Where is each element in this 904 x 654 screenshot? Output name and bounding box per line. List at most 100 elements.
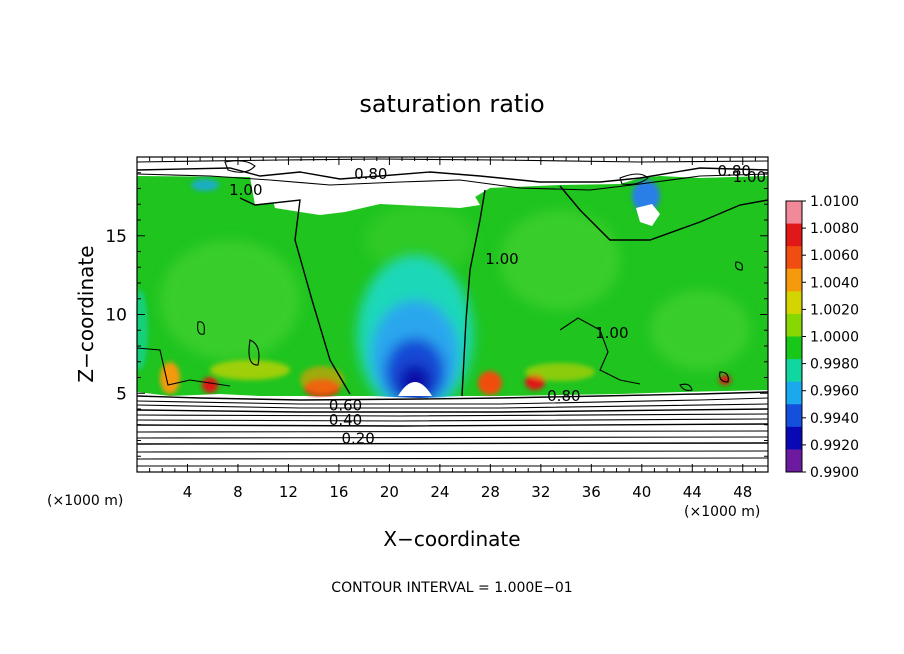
hot-spot-3: [478, 371, 502, 395]
contour-line: [137, 442, 768, 445]
contour-line: [559, 317, 641, 385]
x-tick-label: 4: [183, 483, 193, 501]
x-tick-label: 36: [582, 483, 601, 501]
shade-light-4: [365, 205, 475, 275]
blue-top-right: [632, 180, 660, 212]
colorbar-label: 0.9940: [810, 411, 859, 427]
shade-light-1: [160, 240, 300, 360]
x-tick-label: 44: [683, 483, 702, 501]
contour-line: [137, 430, 768, 433]
contour-label: 1.00: [595, 324, 628, 342]
colorbar-label: 1.0020: [810, 302, 859, 318]
contour-line: [137, 391, 768, 401]
colorbar-label: 1.0000: [810, 330, 859, 346]
top-white-band: [270, 186, 480, 215]
contour-line: [137, 167, 768, 183]
contour-line: [137, 347, 231, 387]
contour-line: [197, 321, 205, 335]
colorbar-label: 1.0100: [810, 194, 859, 210]
contour-line: [137, 450, 768, 453]
contour-line: [137, 436, 768, 439]
colorbar-swatch: [786, 313, 802, 337]
x-axis-label: X−coordinate: [383, 527, 520, 551]
y-tick-label: 10: [105, 306, 127, 326]
colorbar-label: 1.0080: [810, 221, 859, 237]
x-tick-label: 16: [329, 483, 348, 501]
contour-label: 1.00: [485, 250, 518, 268]
contour-line: [248, 339, 260, 366]
colorbar-swatch: [786, 426, 802, 450]
colorbar-label: 0.9900: [810, 465, 859, 481]
x-unit-left: (×1000 m): [47, 493, 123, 509]
colorbar-swatch: [786, 449, 802, 473]
colorbar-label: 1.0060: [810, 248, 859, 264]
x-tick-label: 20: [380, 483, 399, 501]
contour-line: [137, 413, 768, 417]
x-tick-label: 12: [279, 483, 298, 501]
contour-line: [137, 173, 768, 191]
contour-line: [137, 408, 768, 413]
contour-line: [137, 403, 768, 409]
colorbar-swatch: [786, 268, 802, 292]
contour-line: [137, 418, 768, 422]
x-tick-label: 48: [733, 483, 752, 501]
contour-line: [137, 397, 768, 405]
contour-line: [679, 383, 693, 391]
contour-line: [559, 185, 768, 241]
x-unit-right: (×1000 m): [684, 504, 760, 520]
y-tick-label: 5: [116, 384, 127, 404]
x-tick-label: 40: [632, 483, 651, 501]
plot-area: 0.801.000.801.001.001.000.600.400.200.80: [137, 157, 768, 472]
contour-label: 0.40: [329, 411, 362, 429]
colorbar-swatch: [786, 381, 802, 405]
blue-top-left: [191, 179, 219, 191]
colorbar: 1.0100 1.0080 1.0060 1.0040 1.0020 1.0000 0.99…: [785, 194, 859, 481]
contour-label: 0.80: [354, 165, 387, 183]
hot-spot-4: [160, 362, 180, 394]
plume-dome: [398, 382, 432, 396]
colorbar-swatch: [786, 223, 802, 247]
colorbar-swatch: [786, 359, 802, 383]
colorbar-swatch: [786, 246, 802, 270]
contour-line: [224, 160, 256, 173]
shade-light-3: [650, 290, 750, 370]
yellow-band-left: [210, 360, 290, 380]
contour-line: [137, 423, 768, 427]
shade-light-2: [500, 210, 620, 310]
contour-label: 1.00: [229, 181, 262, 199]
colorbar-swatch: [786, 291, 802, 315]
contour-line: [461, 189, 486, 397]
cyan-edge-left: [137, 290, 148, 370]
contour-line: [619, 173, 649, 185]
white-hole-right: [636, 204, 660, 226]
contour-label: 0.80: [547, 387, 580, 405]
chart-title: saturation ratio: [359, 90, 544, 118]
colorbar-swatch: [786, 404, 802, 428]
colorbar-label: 0.9920: [810, 438, 859, 454]
colorbar-label: 0.9980: [810, 357, 859, 373]
colorbar-swatch: [786, 336, 802, 360]
x-tick-label: 32: [531, 483, 550, 501]
contour-label: 0.20: [341, 430, 374, 448]
contour-label: 0.60: [329, 397, 362, 415]
y-axis-label: Z−coordinate: [74, 245, 98, 382]
contour-label: 1.00: [733, 168, 766, 186]
x-tick-label: 24: [430, 483, 449, 501]
colorbar-swatch: [786, 201, 802, 225]
colorbar-label: 0.9960: [810, 384, 859, 400]
x-tick-label: 28: [481, 483, 500, 501]
hot-spot-6: [202, 377, 218, 393]
contour-line: [735, 261, 743, 271]
hot-spot-2: [300, 366, 344, 394]
colorbar-label: 1.0040: [810, 275, 859, 291]
contour-interval-note: CONTOUR INTERVAL = 1.000E−01: [331, 580, 572, 596]
contour-line: [239, 197, 351, 395]
contour-line: [137, 457, 768, 460]
x-tick-label: 8: [233, 483, 243, 501]
contour-line: [719, 371, 729, 383]
contour-label: 0.80: [718, 162, 751, 180]
yellow-band-right: [525, 363, 595, 381]
y-tick-label: 15: [105, 227, 127, 247]
contours: [137, 158, 768, 467]
